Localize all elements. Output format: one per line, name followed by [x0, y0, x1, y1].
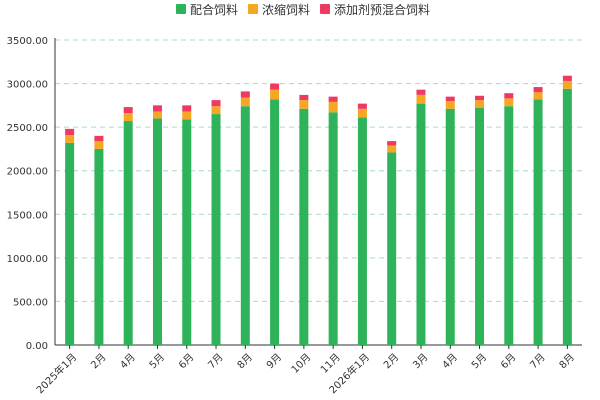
legend-label-compound-feed: 配合饲料	[190, 2, 239, 17]
y-tick-label: 3000.00	[7, 80, 48, 91]
x-tick-label: 8月	[235, 351, 255, 371]
legend-label-premix-feed: 添加剂预混合饲料	[334, 2, 431, 17]
legend-item-compound-feed[interactable]: 配合饲料	[176, 1, 238, 18]
bar-segment	[299, 108, 309, 345]
bar-segment	[123, 121, 133, 346]
bar-segment	[533, 87, 543, 93]
y-tick-label: 0.00	[26, 341, 48, 352]
bar-segment	[94, 141, 104, 149]
x-tick-label: 5月	[147, 351, 167, 371]
bar-segment	[240, 91, 250, 98]
bar-segment	[182, 105, 192, 112]
bar-segment	[211, 100, 221, 107]
legend: 配合饲料 浓缩饲料 添加剂预混合饲料	[176, 0, 430, 18]
x-tick-label: 2月	[89, 351, 109, 371]
bar-segment	[562, 88, 572, 346]
bar-segment	[416, 94, 426, 104]
bar-segment	[299, 100, 309, 109]
bar-segment	[94, 135, 104, 142]
bar-segment	[328, 96, 338, 102]
bar-segment	[445, 108, 455, 345]
bar-segment	[416, 89, 426, 95]
bar-segment	[475, 100, 485, 108]
x-tick-label: 8月	[557, 351, 577, 371]
y-tick-label: 1000.00	[7, 254, 48, 265]
y-tick-label: 500.00	[13, 297, 48, 308]
y-tick-label: 2500.00	[7, 123, 48, 134]
bar-segment	[416, 103, 426, 345]
bar-segment	[211, 114, 221, 345]
legend-label-concentrate-feed: 浓缩饲料	[262, 2, 311, 17]
bar-segment	[328, 112, 338, 345]
bar-segment	[504, 106, 514, 345]
bar-segment	[270, 89, 280, 100]
bar-segment	[182, 119, 192, 345]
legend-swatch-concentrate-feed	[248, 4, 259, 14]
y-tick-label: 3500.00	[7, 36, 48, 47]
bar-segment	[152, 105, 162, 112]
bar-segment	[533, 92, 543, 100]
x-tick-label: 11月	[318, 351, 343, 376]
bar-segment	[357, 108, 367, 118]
legend-swatch-compound-feed	[176, 4, 186, 14]
bar-segment	[270, 83, 280, 90]
bar-segment	[562, 80, 572, 89]
bar-segment	[357, 103, 367, 109]
bar-segment	[240, 106, 250, 345]
bar-segment	[387, 145, 397, 153]
bar-segment	[387, 152, 397, 345]
bar-segment	[65, 134, 75, 143]
x-tick-label: 4月	[118, 351, 138, 371]
bar-segment	[152, 118, 162, 345]
bar-segment	[240, 97, 250, 107]
x-tick-label: 9月	[264, 351, 284, 371]
bar-segment	[152, 111, 162, 119]
x-tick-label: 7月	[206, 351, 226, 371]
bar-segment	[475, 107, 485, 345]
x-tick-label: 2025年1月	[33, 350, 79, 396]
y-tick-label: 1500.00	[7, 210, 48, 221]
bar-segment	[328, 101, 338, 113]
bar-segment	[445, 96, 455, 101]
x-tick-label: 6月	[498, 351, 518, 371]
y-tick-label: 2000.00	[7, 167, 48, 178]
bar-segment	[533, 99, 543, 345]
bar-segment	[299, 94, 309, 101]
bar-segment	[357, 117, 367, 345]
legend-item-premix-feed[interactable]: 添加剂预混合饲料	[320, 1, 430, 18]
x-tick-label: 2月	[381, 351, 401, 371]
x-tick-label: 4月	[440, 351, 460, 371]
bar-segment	[270, 99, 280, 345]
x-tick-label: 5月	[469, 351, 489, 371]
bar-segment	[182, 111, 192, 120]
x-tick-label: 10月	[289, 351, 314, 376]
bar-segment	[504, 93, 514, 99]
bar-segment	[562, 75, 572, 81]
bar-segment	[65, 128, 75, 135]
bar-segment	[123, 113, 133, 122]
bar-segment	[504, 98, 514, 107]
bar-segment	[65, 142, 75, 345]
x-tick-label: 6月	[176, 351, 196, 371]
bar-segment	[123, 107, 133, 114]
legend-item-concentrate-feed[interactable]: 浓缩饲料	[248, 1, 310, 18]
bar-segment	[445, 101, 455, 109]
x-tick-label: 7月	[528, 351, 548, 371]
x-tick-label: 3月	[411, 351, 431, 371]
bar-segment	[94, 148, 104, 345]
legend-swatch-premix-feed	[320, 4, 331, 14]
bar-segment	[387, 141, 397, 146]
bar-segment	[211, 106, 221, 115]
bar-segment	[475, 95, 485, 101]
